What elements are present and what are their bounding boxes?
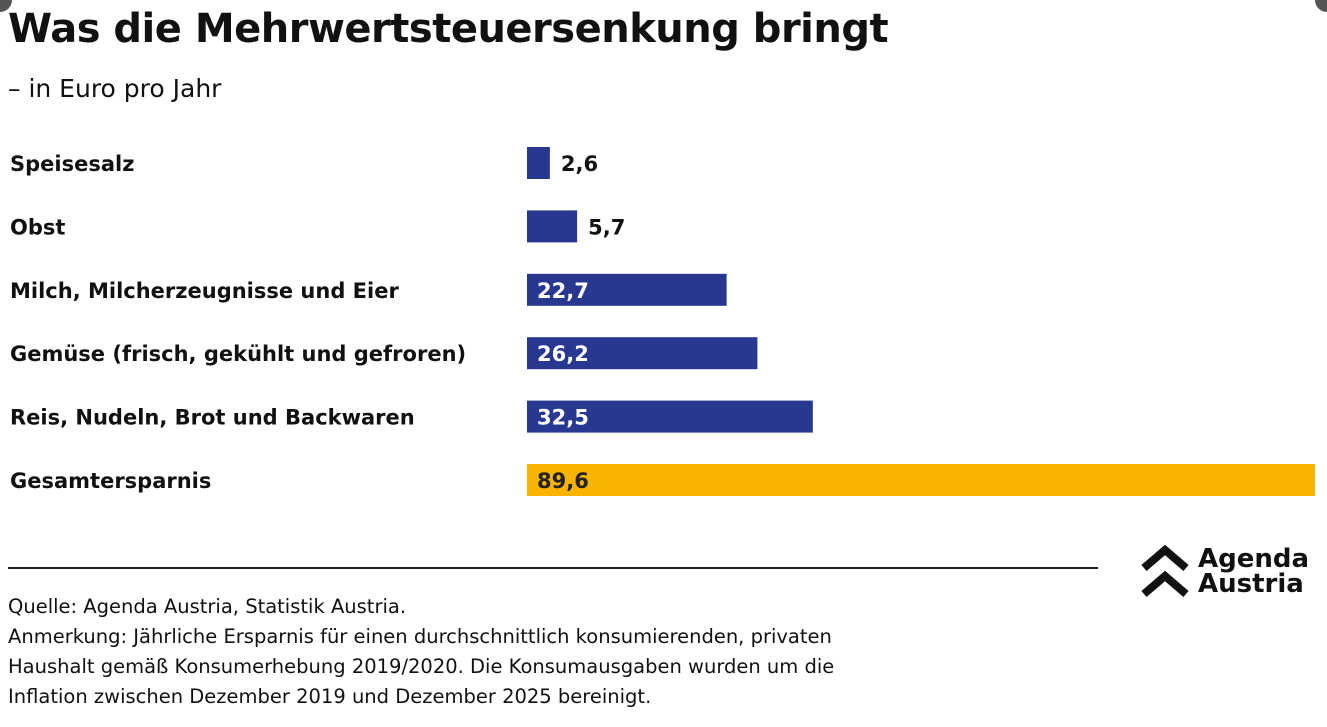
note-line: Haushalt gemäß Konsumerhebung 2019/2020.… [8,655,835,678]
category-label: Gemüse (frisch, gekühlt und gefroren) [10,342,466,366]
bar [527,273,727,306]
bar [527,464,1315,496]
bar [527,337,758,370]
agenda-austria-logo: Agenda Austria [1140,544,1309,600]
value-label: 32,5 [537,406,589,430]
value-label: 5,7 [588,215,625,239]
category-label: Obst [10,215,65,239]
bar-chart: Speisesalz 2,6 Obst 5,7 Milch, Milcherzeugni… [10,147,1315,496]
value-label: 22,7 [537,279,589,303]
value-label: 89,6 [537,469,589,493]
chart-subtitle: – in Euro pro Jahr [8,74,222,103]
bar [527,210,578,243]
value-label: 26,2 [537,342,589,366]
category-label: Reis, Nudeln, Brot und Backwaren [10,406,415,430]
note-line: Inflation zwischen Dezember 2019 und Dez… [8,685,652,708]
value-label: 2,6 [561,152,598,176]
category-label: Milch, Milcherzeugnisse und Eier [10,279,399,303]
logo-line1: Agenda [1198,544,1310,574]
divider [8,567,1098,569]
category-label: Speisesalz [10,152,134,176]
footer: Quelle: Agenda Austria, Statistik Austri… [8,592,834,712]
corner-artifact-right [1315,0,1327,12]
logo-line2: Austria [1198,569,1304,599]
double-chevron-up-icon [1141,544,1189,598]
source-text: Quelle: Agenda Austria, Statistik Austri… [8,595,407,618]
chart-title: Was die Mehrwertsteuersenkung bringt [8,6,889,52]
note-line: Anmerkung: Jährliche Ersparnis für einen… [8,625,832,648]
category-label: Gesamtersparnis [10,469,211,493]
bar [527,147,550,179]
bar [527,400,813,433]
